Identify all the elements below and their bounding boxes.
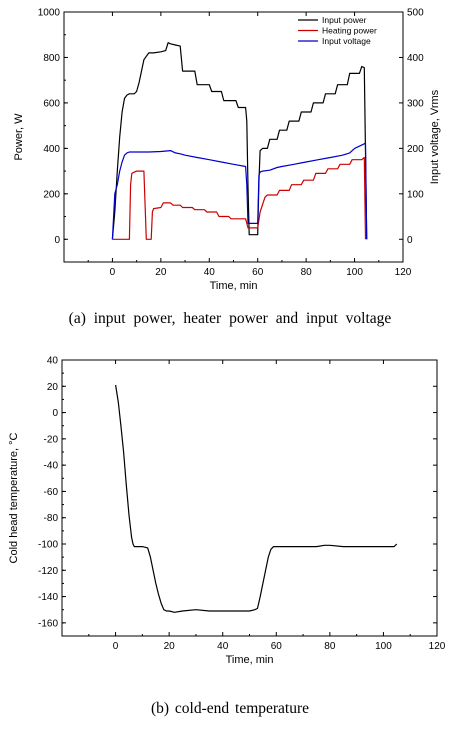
x-tick-label: 120 <box>429 641 446 652</box>
x-tick-label: 80 <box>301 267 313 278</box>
x-axis-label: Time, min <box>226 654 274 666</box>
y-tick-label: 20 <box>47 382 59 393</box>
x-tick-label: 120 <box>395 267 412 278</box>
legend-entry-input-power: Input power <box>322 15 367 25</box>
x-tick-label: 100 <box>375 641 392 652</box>
x-tick-label: 20 <box>155 267 167 278</box>
x-tick-label: 60 <box>252 267 264 278</box>
y2-tick-label: 100 <box>407 189 424 200</box>
chart-a-power-voltage: 0 20 40 60 80 100 120 0 200 400 600 800 1000 0 100 200 3… <box>13 8 441 293</box>
y-tick-label: -140 <box>38 592 58 603</box>
x-axis-label: Time, min <box>210 280 258 292</box>
legend-entry-heating-power: Heating power <box>322 26 377 36</box>
y-tick-label: 40 <box>47 356 59 367</box>
y-tick-label: -60 <box>44 487 59 498</box>
y2-tick-label: 0 <box>407 235 413 246</box>
legend-entry-input-voltage: Input voltage <box>322 36 371 46</box>
y2-tick-label: 500 <box>407 8 424 19</box>
series-line-heating-power <box>112 156 367 240</box>
plot-frame <box>63 11 404 263</box>
y-tick-label: -160 <box>38 618 58 629</box>
x-tick-label: 100 <box>346 267 363 278</box>
y-tick-label: -40 <box>44 461 59 472</box>
series-line-input-power <box>111 42 368 240</box>
x-tick-label: 0 <box>110 267 116 278</box>
x-tick-label: 20 <box>164 641 176 652</box>
y-tick-label: -100 <box>38 540 58 551</box>
y-axis-label: Cold head temperature, °C <box>8 432 20 563</box>
y-tick-label: 0 <box>54 235 60 246</box>
x-tick-label: 40 <box>204 267 216 278</box>
y2-tick-label: 300 <box>407 98 424 109</box>
x-tick-label: 40 <box>217 641 229 652</box>
series-line-temperature <box>115 384 398 613</box>
y2-tick-label: 200 <box>407 144 424 155</box>
y-tick-label: 1000 <box>38 8 61 19</box>
x-tick-label: 60 <box>271 641 283 652</box>
series-line-input-voltage <box>111 142 368 240</box>
y-tick-label: -120 <box>38 566 58 577</box>
y-tick-label: -20 <box>44 434 59 445</box>
chart-b-cold-head-temperature: 0 20 40 60 80 100 120 -160 -140 -120 -100 -80 -60 -40… <box>8 356 446 667</box>
y-tick-label: 200 <box>43 189 60 200</box>
y-tick-label: 800 <box>43 53 60 64</box>
x-tick-label: 0 <box>113 641 119 652</box>
caption-b: (b) cold-end temperature <box>150 700 310 717</box>
y-axis-label: Power, W <box>13 113 25 161</box>
y-tick-label: -80 <box>44 513 59 524</box>
caption-a: (a) input power, heater power and input … <box>68 310 392 327</box>
y2-tick-label: 400 <box>407 53 424 64</box>
x-tick-label: 80 <box>324 641 336 652</box>
y-tick-label: 600 <box>43 98 60 109</box>
y-tick-label: 0 <box>52 408 58 419</box>
y-tick-label: 400 <box>43 144 60 155</box>
y2-axis-label: Input voltage, Vrms <box>429 89 441 184</box>
